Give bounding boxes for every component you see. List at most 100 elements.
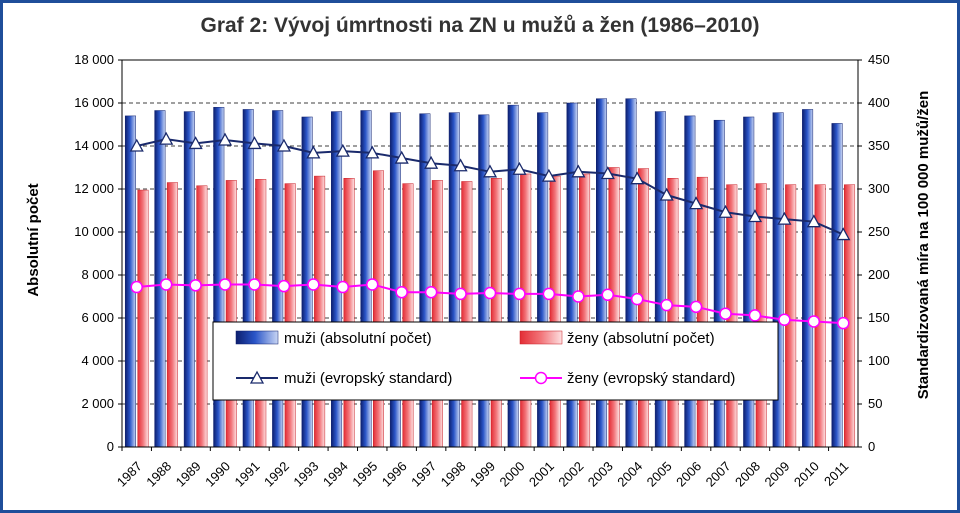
point-muzi bbox=[836, 227, 851, 241]
x-tick-label: 1999 bbox=[467, 459, 498, 490]
point-zeny bbox=[365, 278, 379, 291]
bar-zeny bbox=[461, 181, 473, 448]
chart-title: Graf 2: Vývoj úmrtnosti na ZN u mužů a ž… bbox=[200, 14, 760, 37]
bar-zeny bbox=[284, 183, 296, 448]
bars-layer bbox=[124, 98, 856, 448]
x-tick-label: 2002 bbox=[555, 459, 586, 490]
point-muzi bbox=[777, 211, 792, 225]
point-zeny bbox=[748, 309, 762, 322]
x-tick-label: 1992 bbox=[261, 459, 292, 490]
point-zeny bbox=[218, 278, 232, 291]
x-tick-label: 2000 bbox=[497, 459, 528, 490]
y-axis-title: Absolutní počet bbox=[25, 183, 42, 296]
x-tick-label: 2003 bbox=[585, 459, 616, 490]
legend-label-zeny-line: ženy (evropský standard) bbox=[567, 370, 735, 387]
point-zeny bbox=[336, 280, 350, 294]
x-tick-label: 1995 bbox=[349, 459, 380, 490]
x-tick-label: 1988 bbox=[143, 459, 174, 490]
point-muzi bbox=[453, 158, 468, 172]
y2-tick-label: 50 bbox=[868, 396, 882, 411]
point-muzi bbox=[129, 138, 144, 152]
line-muzi bbox=[136, 138, 844, 236]
x-tick-label: 2004 bbox=[614, 459, 645, 490]
y-tick-label: 8 000 bbox=[81, 267, 114, 282]
x-tick-label: 2008 bbox=[732, 459, 763, 490]
point-muzi bbox=[159, 131, 174, 145]
legend: muži (absolutní počet) ženy (absolutní po… bbox=[212, 321, 779, 401]
bar-zeny bbox=[166, 182, 178, 448]
point-zeny bbox=[189, 279, 202, 292]
point-zeny bbox=[660, 298, 673, 312]
y2-tick-label: 250 bbox=[868, 224, 890, 239]
bar-zeny bbox=[667, 178, 679, 448]
point-muzi bbox=[512, 161, 527, 175]
x-tick-label: 2005 bbox=[644, 459, 675, 490]
point-zeny bbox=[719, 307, 732, 320]
legend-label-zeny-bar: ženy (absolutní počet) bbox=[567, 330, 715, 347]
y-tick-label: 14 000 bbox=[74, 138, 114, 153]
point-zeny bbox=[454, 287, 467, 301]
legend-marker-muzi bbox=[249, 370, 265, 384]
point-zeny bbox=[248, 278, 261, 291]
y-tick-label: 10 000 bbox=[74, 224, 114, 239]
bar-zeny bbox=[314, 175, 326, 448]
bar-zeny bbox=[608, 167, 620, 448]
bar-muzi bbox=[154, 110, 166, 448]
x-tick-label: 1989 bbox=[173, 459, 204, 490]
point-muzi bbox=[659, 187, 674, 201]
y-tick-label: 18 000 bbox=[74, 52, 114, 67]
bar-zeny bbox=[490, 178, 502, 448]
point-muzi bbox=[424, 155, 439, 169]
point-zeny bbox=[277, 279, 291, 293]
bar-zeny bbox=[637, 168, 649, 448]
point-zeny bbox=[630, 292, 644, 306]
bar-zeny bbox=[579, 173, 591, 448]
point-zeny bbox=[159, 278, 173, 291]
bar-zeny bbox=[520, 173, 532, 448]
bar-muzi bbox=[183, 111, 195, 448]
x-tick-label: 2006 bbox=[673, 459, 704, 490]
point-muzi bbox=[276, 138, 292, 152]
bar-zeny bbox=[402, 183, 414, 448]
lines-layer bbox=[129, 131, 851, 330]
bar-zeny bbox=[549, 175, 561, 448]
point-muzi bbox=[571, 164, 586, 178]
point-muzi bbox=[747, 209, 763, 223]
point-zeny bbox=[807, 315, 821, 328]
point-zeny bbox=[130, 280, 143, 294]
y-tick-label: 6 000 bbox=[81, 310, 114, 325]
x-tick-label: 2001 bbox=[526, 459, 557, 490]
bar-zeny bbox=[137, 189, 149, 448]
point-zeny bbox=[572, 290, 585, 303]
point-zeny bbox=[513, 287, 526, 301]
point-muzi bbox=[217, 132, 233, 146]
point-zeny bbox=[542, 287, 556, 301]
point-muzi bbox=[188, 136, 203, 150]
point-muzi bbox=[482, 164, 498, 178]
point-zeny bbox=[395, 285, 408, 299]
x-tick-label: 1997 bbox=[408, 459, 439, 490]
bar-zeny bbox=[196, 185, 208, 448]
legend-swatch-muzi-bar bbox=[235, 330, 279, 345]
y-tick-label: 16 000 bbox=[74, 95, 114, 110]
point-muzi bbox=[247, 136, 262, 150]
point-zeny bbox=[483, 286, 497, 300]
y2-tick-label: 200 bbox=[868, 267, 890, 282]
point-muzi bbox=[365, 145, 380, 159]
bar-muzi bbox=[831, 123, 843, 448]
x-tick-label: 1994 bbox=[320, 459, 351, 490]
bar-zeny bbox=[844, 184, 856, 448]
x-tick-label: 2010 bbox=[791, 459, 822, 490]
y2-tick-label: 300 bbox=[868, 181, 890, 196]
x-tick-label: 1993 bbox=[290, 459, 321, 490]
y2-axis-title: Standardizovaná míra na 100 000 mužů/žen bbox=[915, 91, 932, 399]
y2-tick-label: 150 bbox=[868, 310, 890, 325]
legend-label-muzi-bar: muži (absolutní počet) bbox=[284, 330, 432, 347]
bar-zeny bbox=[431, 180, 443, 448]
point-muzi bbox=[718, 204, 733, 218]
bar-zeny bbox=[225, 180, 237, 448]
point-muzi bbox=[600, 166, 615, 180]
y-tick-label: 0 bbox=[107, 439, 114, 454]
bar-zeny bbox=[255, 179, 267, 448]
